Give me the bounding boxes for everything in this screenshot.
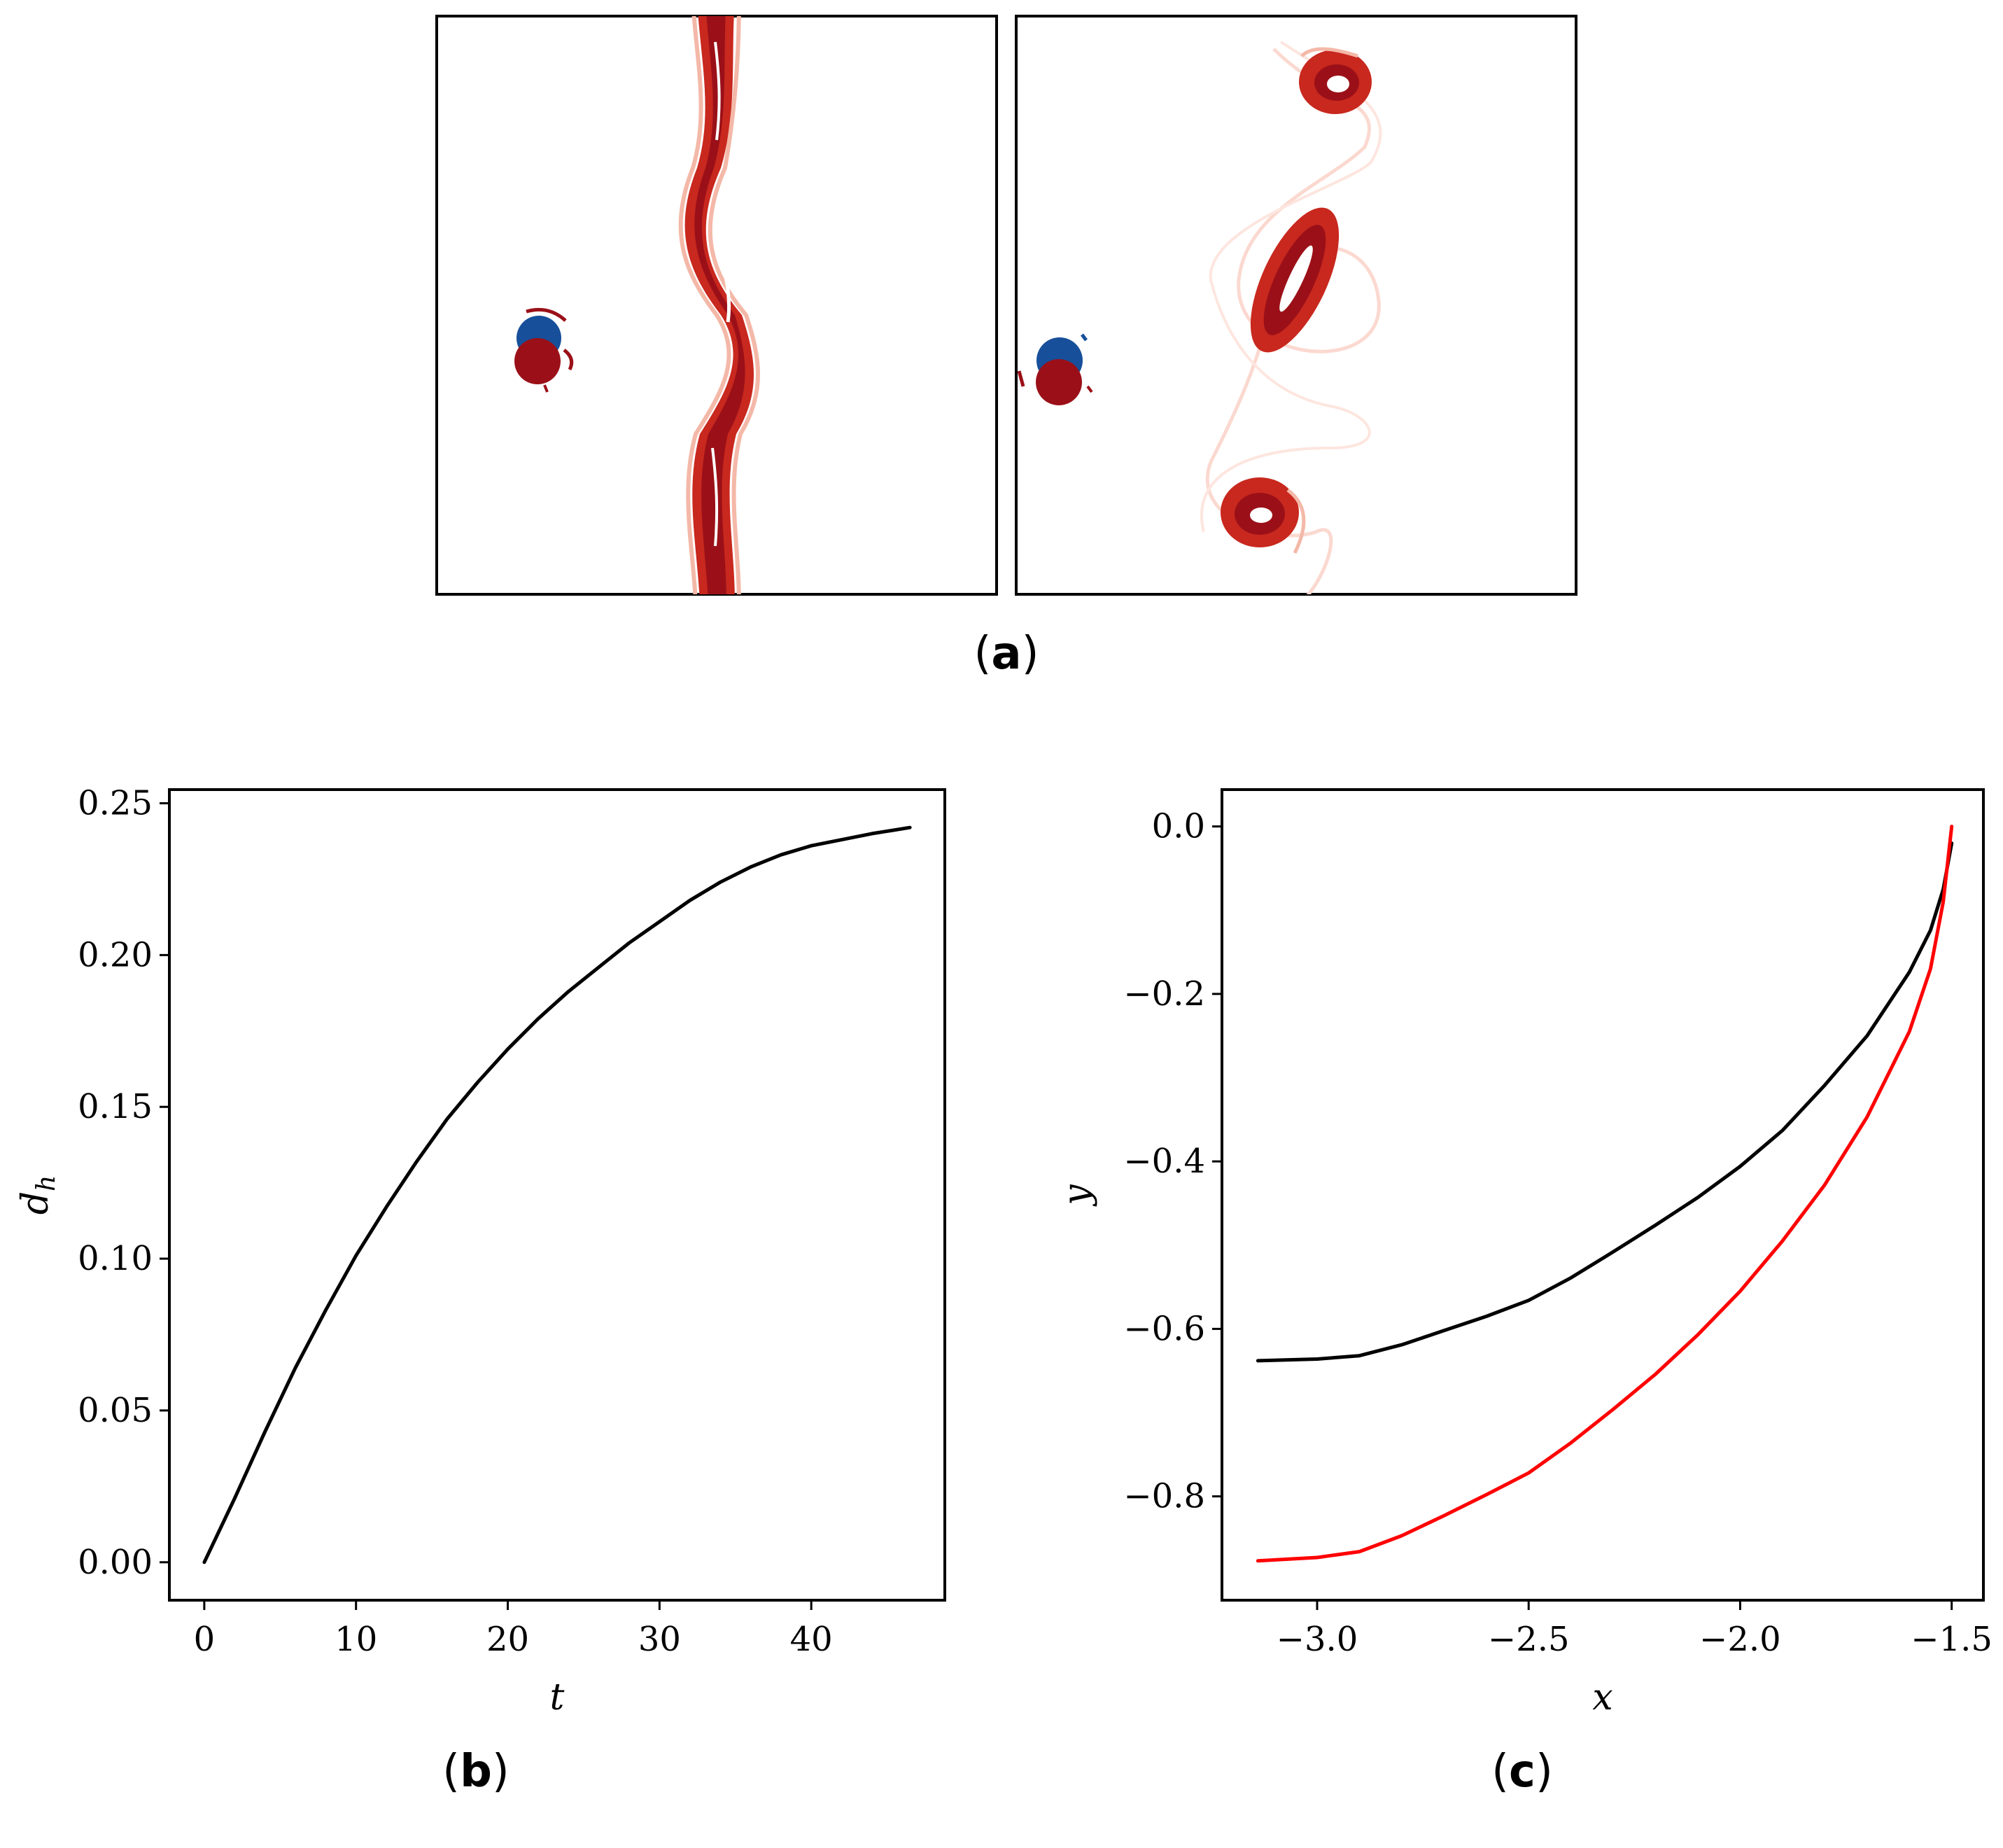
b-xtick-label: 30 xyxy=(638,1620,681,1659)
b-ytick-label: 0.10 xyxy=(78,1239,153,1278)
y-axis-ticks-b: 0.00 0.05 0.10 0.15 0.20 0.25 xyxy=(78,784,169,1582)
c-xtick-label: −2.0 xyxy=(1699,1620,1781,1659)
shear-layer-core xyxy=(694,16,745,594)
red-vortex-blob xyxy=(514,338,561,384)
shear-layer-filament xyxy=(711,447,719,547)
shear-layer-edge-right xyxy=(708,16,760,594)
c-ytick-label: −0.8 xyxy=(1123,1477,1205,1516)
b-xtick-label: 0 xyxy=(194,1620,216,1659)
b-ytick-label: 0.00 xyxy=(78,1543,153,1582)
panel-c-chart: 0.0 −0.2 −0.4 −0.6 −0.8 −3.0 −2.5 −2.0 −1.5 x y… xyxy=(1056,788,1993,1798)
shear-layer-edge xyxy=(678,16,731,594)
c-ytick-label: −0.2 xyxy=(1123,974,1205,1014)
vortex-debris xyxy=(1017,370,1025,387)
c-xtick-label: −3.0 xyxy=(1277,1620,1358,1659)
series-group-c xyxy=(1256,825,1954,1563)
panel-b-chart: 0.000.050.100.150.200.25 0 10 20 30 40 t dh … xyxy=(15,784,946,1798)
middle-vortex xyxy=(1250,207,1340,353)
vorticity-snapshot-right xyxy=(1015,15,1577,596)
x-axis-ticks-c: −3.0 −2.5 −2.0 −1.5 xyxy=(1277,1600,1993,1659)
panel-label-a: (a) xyxy=(974,628,1039,680)
shear-layer-outer xyxy=(684,16,754,594)
vortex-debris xyxy=(526,307,567,322)
lower-vortex xyxy=(1221,477,1306,554)
c-xtick-label: −2.5 xyxy=(1488,1620,1570,1659)
vortex-debris xyxy=(543,384,549,393)
c-ytick-label: −0.6 xyxy=(1123,1309,1205,1348)
shear-layer-filament xyxy=(714,41,721,141)
vortex-debris xyxy=(1081,333,1088,342)
shear-layer-filament xyxy=(713,230,731,323)
b-ytick-label: 0.05 xyxy=(78,1391,153,1430)
panel-label-c: (c) xyxy=(1491,1746,1553,1798)
series-group-b xyxy=(202,825,912,1564)
y-axis-label-c: y xyxy=(1056,1184,1098,1207)
b-xtick-label: 20 xyxy=(486,1620,529,1659)
b-ytick-label: 0.25 xyxy=(78,784,153,823)
b-series-line-0 xyxy=(202,825,912,1564)
vortex-debris xyxy=(563,349,574,371)
b-xtick-label: 40 xyxy=(790,1620,833,1659)
upper-vortex xyxy=(1299,47,1372,114)
plot-frame-c xyxy=(1221,788,1985,1602)
b-ytick-label: 0.15 xyxy=(78,1087,153,1126)
b-ytick-label: 0.20 xyxy=(78,935,153,974)
x-axis-ticks-b: 0 10 20 30 40 xyxy=(194,1600,833,1659)
c-ytick-label: −0.4 xyxy=(1123,1142,1205,1181)
c-series-line-1 xyxy=(1256,825,1954,1563)
c-ytick-label: 0.0 xyxy=(1152,807,1205,846)
b-xtick-label: 10 xyxy=(335,1620,377,1659)
panel-label-b: (b) xyxy=(442,1746,509,1798)
red-vortex-blob xyxy=(1036,359,1082,405)
x-axis-label-c: x xyxy=(1592,1676,1612,1718)
y-axis-ticks-c: 0.0 −0.2 −0.4 −0.6 −0.8 xyxy=(1123,807,1222,1516)
c-xtick-label: −1.5 xyxy=(1911,1620,1993,1659)
vortex-debris xyxy=(1086,385,1093,393)
x-axis-label-b: t xyxy=(550,1676,565,1718)
panel-a: (a) xyxy=(435,15,1577,680)
rolled-shear-filament-outer xyxy=(1200,41,1382,533)
vorticity-snapshot-left xyxy=(435,15,998,596)
plot-frame-b xyxy=(168,788,946,1602)
y-axis-label-b: dh xyxy=(15,1175,61,1214)
c-series-line-0 xyxy=(1256,841,1954,1363)
